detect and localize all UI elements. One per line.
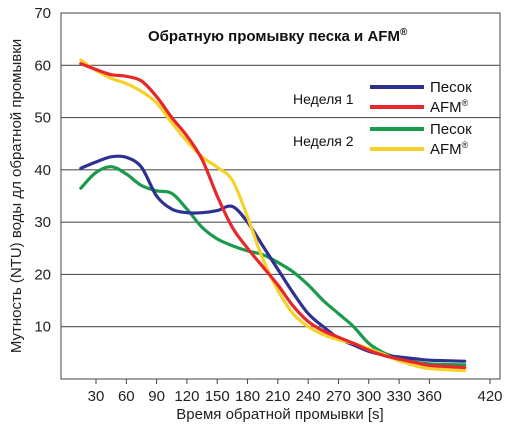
legend-label: AFM®	[430, 98, 469, 116]
series-line-week1-afm	[79, 62, 467, 370]
legend: Неделя 1 Неделя 2 Песок AFM® Песок AFM®	[293, 79, 472, 158]
y-tick-label: 20	[34, 266, 51, 283]
x-tick-label: 30	[88, 388, 105, 405]
x-axis-title: Время обратной промывки [s]	[176, 406, 383, 423]
x-tick-label: 300	[356, 388, 381, 405]
x-tick-label: 330	[387, 388, 412, 405]
legend-label: AFM®	[430, 140, 469, 158]
x-tick-label: 270	[326, 388, 351, 405]
x-tick-label: 360	[417, 388, 442, 405]
y-axis-title: Мутность (NTU) воды дл обратной промывки	[8, 39, 25, 353]
x-tick-label: 120	[174, 388, 199, 405]
y-tick-label: 60	[34, 57, 51, 74]
plot-frame	[60, 12, 501, 380]
y-tick-label: 10	[34, 319, 51, 336]
x-tick-label: 240	[296, 388, 321, 405]
grid-lines	[61, 64, 500, 328]
legend-group-week1: Неделя 1	[293, 91, 354, 107]
legend-label: Песок	[430, 121, 472, 138]
x-tick-label: 90	[148, 388, 165, 405]
x-tick-label: 180	[235, 388, 260, 405]
legend-label: Песок	[430, 79, 472, 96]
x-tick-label: 420	[477, 388, 502, 405]
chart-title-superscript: ®	[400, 27, 408, 38]
x-tick-label: 150	[205, 388, 230, 405]
x-tick-label: 210	[265, 388, 290, 405]
chart-title: Обратную промывку песка и AFM®	[148, 27, 408, 45]
x-axis-ticks: 30 60 90 120 150 180 210 240 270 300 330 360 420	[88, 379, 503, 405]
legend-group-week2: Неделя 2	[293, 133, 354, 149]
y-axis-ticks: 10 20 30 40 50 60 70	[34, 5, 51, 336]
x-tick-label: 60	[118, 388, 135, 405]
y-tick-label: 50	[34, 110, 51, 127]
y-tick-label: 30	[34, 214, 51, 231]
y-tick-label: 70	[34, 5, 51, 22]
y-tick-label: 40	[34, 162, 51, 179]
series-lines	[79, 58, 467, 373]
